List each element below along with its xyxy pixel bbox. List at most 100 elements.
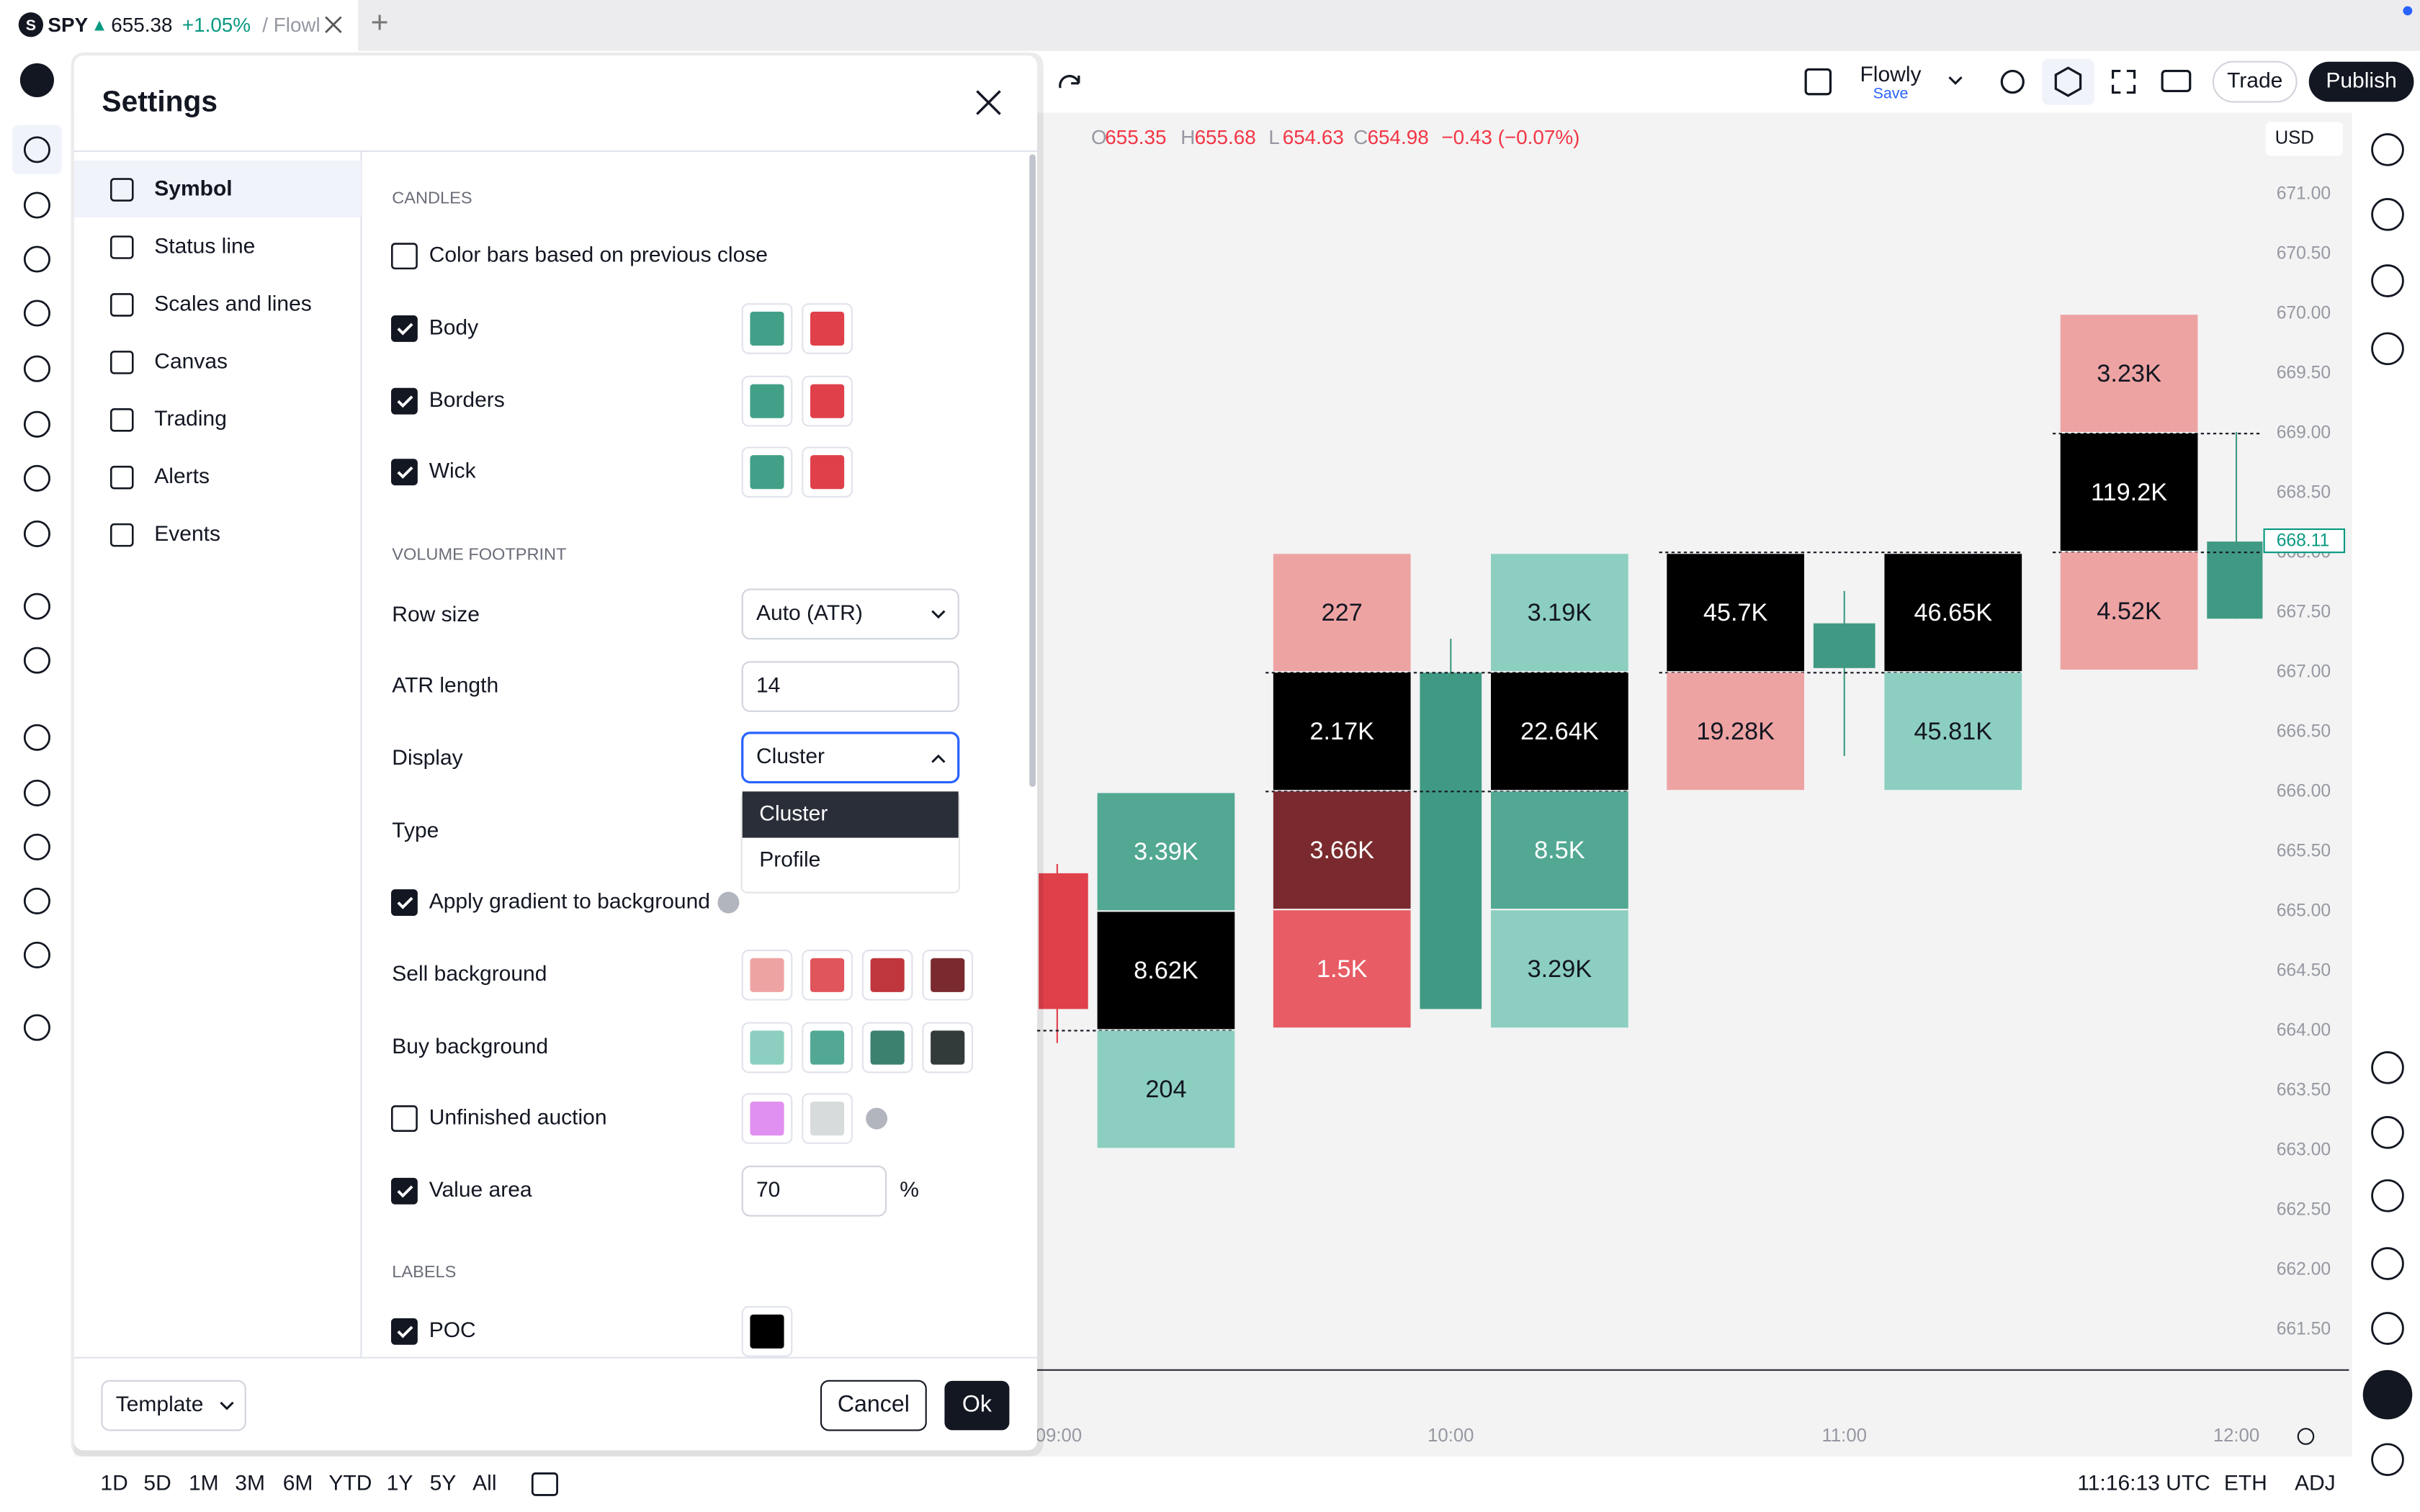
select[interactable]	[741, 732, 960, 784]
sidebar-icon[interactable]	[2371, 264, 2404, 297]
nav-item[interactable]: Scales and lines	[154, 292, 311, 315]
sidebar-icon[interactable]	[2371, 1312, 2404, 1345]
layout-save[interactable]: Save	[1873, 84, 1909, 102]
time-tick-label: 09:00	[1036, 1426, 1082, 1446]
number-input[interactable]	[741, 1165, 887, 1217]
range-button[interactable]: 6M	[283, 1471, 313, 1495]
time-tick-label: 12:00	[2213, 1426, 2259, 1446]
settings-btn-bg[interactable]	[2042, 58, 2094, 105]
sidebar-icon[interactable]	[2371, 1179, 2404, 1212]
tool-icon[interactable]	[23, 136, 50, 163]
sidebar-icon[interactable]	[2371, 133, 2404, 166]
tool-icon[interactable]	[23, 941, 50, 968]
checkbox[interactable]	[391, 243, 418, 270]
nav-item[interactable]: Trading	[154, 407, 227, 431]
tool-icon[interactable]	[23, 192, 50, 219]
ok-btn[interactable]	[944, 1380, 1010, 1431]
checkbox[interactable]	[391, 889, 418, 916]
footprint-cell	[1273, 672, 1411, 791]
time-tick-label: 11:00	[1822, 1426, 1867, 1446]
snapshot-icon[interactable]	[2161, 69, 2192, 93]
tool-icon[interactable]	[23, 464, 50, 492]
new-tab[interactable]: +	[371, 6, 389, 40]
nav-item[interactable]: Events	[154, 522, 220, 546]
checkbox[interactable]	[391, 459, 418, 486]
tool-icon[interactable]	[23, 246, 50, 273]
range-button[interactable]: 1M	[189, 1471, 219, 1495]
template-btn[interactable]	[101, 1380, 246, 1431]
nav-item[interactable]: Symbol	[154, 176, 232, 200]
range-button[interactable]: 3M	[235, 1471, 265, 1495]
tool-icon[interactable]	[23, 1014, 50, 1041]
tool-icon[interactable]	[23, 520, 50, 547]
apps-btn[interactable]	[2362, 1369, 2413, 1420]
tool-icon[interactable]	[23, 724, 50, 751]
tool-icon[interactable]	[23, 887, 50, 914]
sidebar-icon[interactable]	[2371, 1116, 2404, 1149]
range-button[interactable]: All	[472, 1471, 496, 1495]
settings-icon	[2054, 66, 2082, 97]
sidebar-icon[interactable]	[2371, 198, 2404, 231]
currency-btn[interactable]	[2265, 122, 2343, 156]
checkbox[interactable]	[391, 1177, 418, 1205]
tool-icon[interactable]	[23, 355, 50, 382]
number-input[interactable]	[741, 661, 959, 712]
nav-item[interactable]: Canvas	[154, 349, 228, 373]
color-swatch	[750, 958, 784, 992]
layout-menu[interactable]	[1948, 76, 1963, 85]
tool-icon[interactable]	[23, 300, 50, 327]
sidebar-icon[interactable]	[2371, 1247, 2404, 1280]
nav-item[interactable]: Alerts	[154, 464, 210, 488]
checkbox[interactable]	[391, 1105, 418, 1132]
check-mark	[397, 1185, 413, 1198]
tool-icon[interactable]	[23, 410, 50, 438]
time-tick-label: 10:00	[1428, 1426, 1474, 1446]
layout-icon[interactable]	[1804, 68, 1832, 96]
checkbox[interactable]	[391, 1318, 418, 1345]
dropdown-highlight	[742, 791, 959, 838]
cancel-btn[interactable]	[820, 1380, 927, 1431]
app-logo[interactable]	[19, 63, 54, 97]
dropdown-option[interactable]: Cluster	[759, 801, 828, 825]
range-button[interactable]: YTD	[328, 1471, 372, 1495]
fullscreen-icon[interactable]	[2111, 69, 2136, 94]
range-button[interactable]: 1Y	[387, 1471, 413, 1495]
option-label: Color bars based on previous close	[429, 243, 768, 267]
footprint-value: 3.39K	[1134, 838, 1198, 865]
footprint-value: 2.17K	[1309, 718, 1374, 745]
select[interactable]	[741, 588, 959, 640]
tool-icon[interactable]	[23, 779, 50, 806]
sidebar-icon[interactable]	[2371, 1443, 2404, 1476]
sidebar-icon[interactable]	[2371, 1051, 2404, 1084]
nav-item[interactable]: Status line	[154, 234, 255, 258]
range-button[interactable]: 5D	[143, 1471, 171, 1495]
dropdown-option[interactable]: Profile	[759, 848, 820, 872]
close-dialog[interactable]	[976, 90, 1001, 115]
redo[interactable]	[1059, 75, 1080, 89]
adjust-toggle[interactable]: ADJ	[2295, 1471, 2336, 1495]
range-button[interactable]: 5Y	[430, 1471, 457, 1495]
active-tab[interactable]	[0, 0, 359, 51]
price-tick-label: 670.50	[2277, 244, 2331, 264]
footprint-cell	[1097, 1030, 1235, 1148]
close-tab[interactable]	[325, 16, 342, 33]
tool-icon[interactable]	[23, 593, 50, 620]
axis-settings[interactable]	[2297, 1428, 2315, 1445]
tool-icon[interactable]	[23, 833, 50, 860]
option-label: Body	[429, 315, 478, 339]
price-tick-label: 665.00	[2277, 901, 2331, 921]
tool-active[interactable]	[12, 125, 62, 175]
publish-btn[interactable]	[2308, 61, 2414, 102]
trade-btn[interactable]	[2212, 60, 2298, 103]
tool-icon[interactable]	[23, 647, 50, 674]
range-button[interactable]: 1D	[100, 1471, 127, 1495]
alert-icon[interactable]	[2000, 69, 2025, 94]
checkbox[interactable]	[391, 387, 418, 415]
price-tick-label: 671.00	[2277, 184, 2331, 204]
date-range-icon[interactable]	[531, 1472, 558, 1496]
price-tick-label: 668.50	[2277, 483, 2331, 503]
sidebar-icon[interactable]	[2371, 332, 2404, 366]
checkbox[interactable]	[391, 315, 418, 342]
session-toggle[interactable]: ETH	[2224, 1471, 2267, 1495]
option-label: Sell background	[392, 962, 547, 986]
